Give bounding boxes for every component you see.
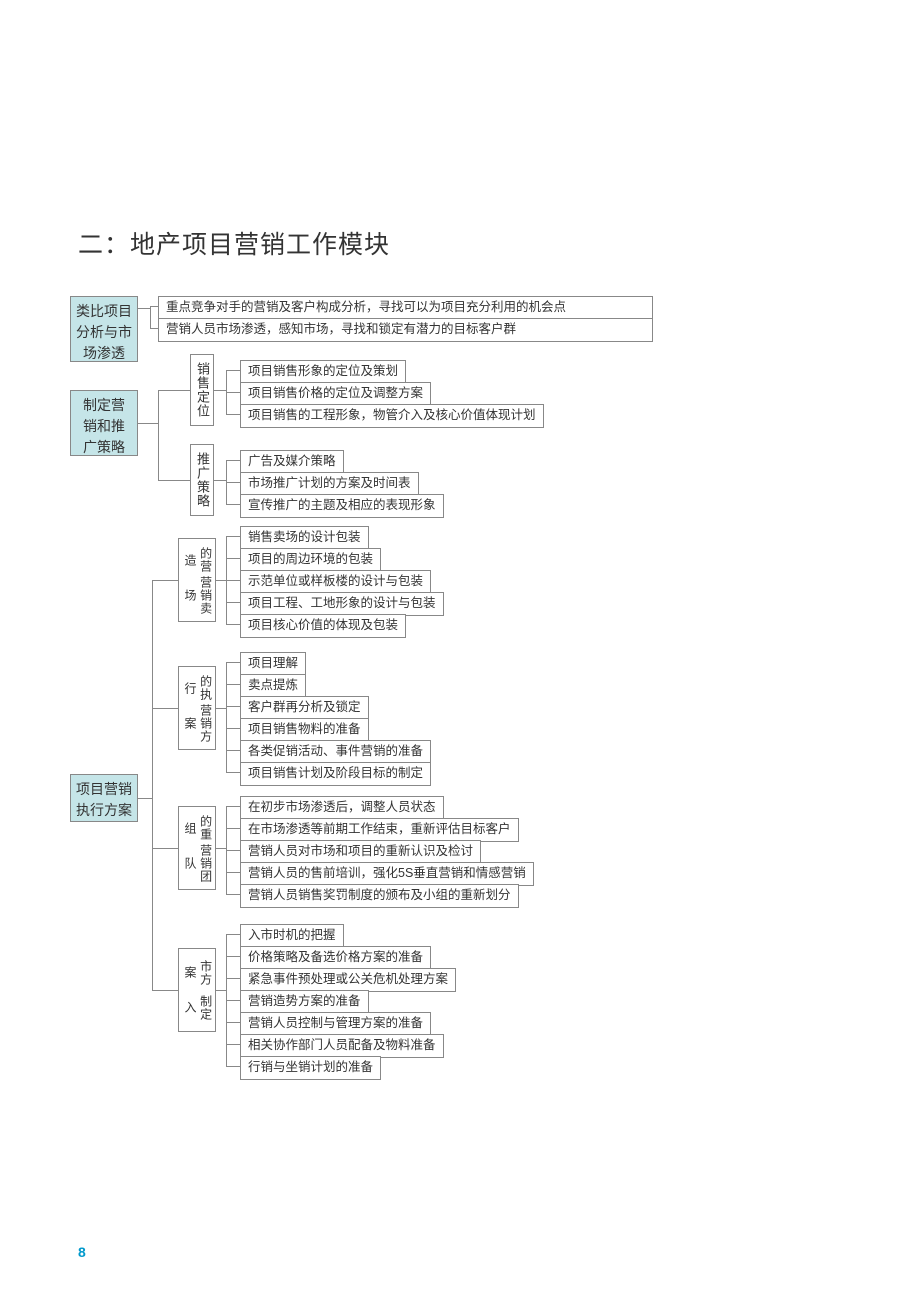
- connector: [152, 580, 178, 581]
- leaf-c2-0: 项目理解: [240, 652, 306, 676]
- connector: [152, 848, 178, 849]
- connector: [158, 480, 190, 481]
- leaf-c1-0: 销售卖场的设计包装: [240, 526, 369, 550]
- connector: [150, 328, 158, 329]
- leaf-b1-0: 项目销售形象的定位及策划: [240, 360, 406, 384]
- connector: [226, 536, 227, 624]
- connector: [226, 1000, 240, 1001]
- connector: [226, 662, 240, 663]
- connector: [226, 934, 227, 1066]
- connector: [158, 390, 159, 480]
- leaf-c4-6: 行销与坐销计划的准备: [240, 1056, 381, 1080]
- connector: [226, 580, 240, 581]
- connector: [138, 423, 158, 424]
- connector: [226, 460, 227, 504]
- connector: [226, 828, 240, 829]
- connector: [226, 684, 240, 685]
- leaf-c1-3: 项目工程、工地形象的设计与包装: [240, 592, 444, 616]
- leaf-c4-1: 价格策略及备选价格方案的准备: [240, 946, 431, 970]
- connector: [226, 370, 240, 371]
- connector: [226, 956, 240, 957]
- connector: [152, 990, 178, 991]
- leaf-b2-0: 广告及媒介策略: [240, 450, 344, 474]
- leaf-c4-4: 营销人员控制与管理方案的准备: [240, 1012, 431, 1036]
- connector: [150, 306, 158, 307]
- connector: [226, 602, 240, 603]
- leaf-c1-2: 示范单位或样板楼的设计与包装: [240, 570, 431, 594]
- leaf-a-0: 重点竞争对手的营销及客户构成分析，寻找可以为项目充分利用的机会点: [158, 296, 653, 320]
- connector: [152, 580, 153, 990]
- connector: [216, 580, 226, 581]
- page-number: 8: [78, 1244, 86, 1260]
- leaf-c2-4: 各类促销活动、事件营销的准备: [240, 740, 431, 764]
- connector: [138, 308, 150, 309]
- leaf-b1-1: 项目销售价格的定位及调整方案: [240, 382, 431, 406]
- connector: [226, 728, 240, 729]
- l1-analysis: 类比项目分析与市场渗透: [70, 296, 138, 362]
- l2-launch: 市方案制定入: [178, 948, 216, 1032]
- leaf-c4-5: 相关协作部门人员配备及物料准备: [240, 1034, 444, 1058]
- leaf-c1-1: 项目的周边环境的包装: [240, 548, 381, 572]
- leaf-c4-3: 营销造势方案的准备: [240, 990, 369, 1014]
- connector: [226, 806, 227, 894]
- connector: [226, 370, 227, 414]
- l2-promo-strategy: 推广策略: [190, 444, 214, 516]
- connector: [138, 798, 152, 799]
- leaf-c3-1: 在市场渗透等前期工作结束，重新评估目标客户: [240, 818, 519, 842]
- connector: [226, 392, 240, 393]
- connector: [226, 706, 240, 707]
- connector: [226, 482, 240, 483]
- leaf-c3-4: 营销人员销售奖罚制度的颁布及小组的重新划分: [240, 884, 519, 908]
- connector: [226, 1066, 240, 1067]
- connector: [216, 848, 226, 849]
- page-title: 二：地产项目营销工作模块: [78, 225, 390, 261]
- leaf-c4-0: 入市时机的把握: [240, 924, 344, 948]
- connector: [226, 460, 240, 461]
- connector: [152, 708, 178, 709]
- connector: [158, 390, 190, 391]
- connector: [226, 872, 240, 873]
- leaf-c3-2: 营销人员对市场和项目的重新认识及检讨: [240, 840, 481, 864]
- l2-venue: 的营造营销卖场: [178, 538, 216, 622]
- connector: [216, 708, 226, 709]
- connector: [226, 850, 240, 851]
- l2-plan-exec: 的执行营销方案: [178, 666, 216, 750]
- leaf-c4-2: 紧急事件预处理或公关危机处理方案: [240, 968, 456, 992]
- l2-team: 的重组营销团队: [178, 806, 216, 890]
- connector: [226, 558, 240, 559]
- connector: [226, 1022, 240, 1023]
- leaf-c2-5: 项目销售计划及阶段目标的制定: [240, 762, 431, 786]
- leaf-b1-2: 项目销售的工程形象，物管介入及核心价值体现计划: [240, 404, 544, 428]
- leaf-a-1: 营销人员市场渗透，感知市场，寻找和锁定有潜力的目标客户群: [158, 318, 653, 342]
- leaf-c1-4: 项目核心价值的体现及包装: [240, 614, 406, 638]
- connector: [226, 750, 240, 751]
- l1-execution: 项目营销执行方案: [70, 774, 138, 822]
- l2-sales-position: 销售定位: [190, 354, 214, 426]
- connector: [216, 990, 226, 991]
- connector: [214, 480, 226, 481]
- leaf-c2-2: 客户群再分析及锁定: [240, 696, 369, 720]
- connector: [226, 504, 240, 505]
- leaf-b2-2: 宣传推广的主题及相应的表现形象: [240, 494, 444, 518]
- connector: [226, 536, 240, 537]
- connector: [150, 306, 151, 328]
- connector: [226, 978, 240, 979]
- connector: [226, 662, 227, 772]
- leaf-c2-3: 项目销售物料的准备: [240, 718, 369, 742]
- connector: [226, 414, 240, 415]
- connector: [214, 390, 226, 391]
- leaf-c2-1: 卖点提炼: [240, 674, 306, 698]
- connector: [226, 806, 240, 807]
- leaf-c3-3: 营销人员的售前培训，强化5S垂直营销和情感营销: [240, 862, 534, 886]
- connector: [226, 934, 240, 935]
- connector: [226, 624, 240, 625]
- l1-strategy: 制定营销和推广策略: [70, 390, 138, 456]
- leaf-c3-0: 在初步市场渗透后，调整人员状态: [240, 796, 444, 820]
- leaf-b2-1: 市场推广计划的方案及时间表: [240, 472, 419, 496]
- connector: [226, 1044, 240, 1045]
- connector: [226, 894, 240, 895]
- connector: [226, 772, 240, 773]
